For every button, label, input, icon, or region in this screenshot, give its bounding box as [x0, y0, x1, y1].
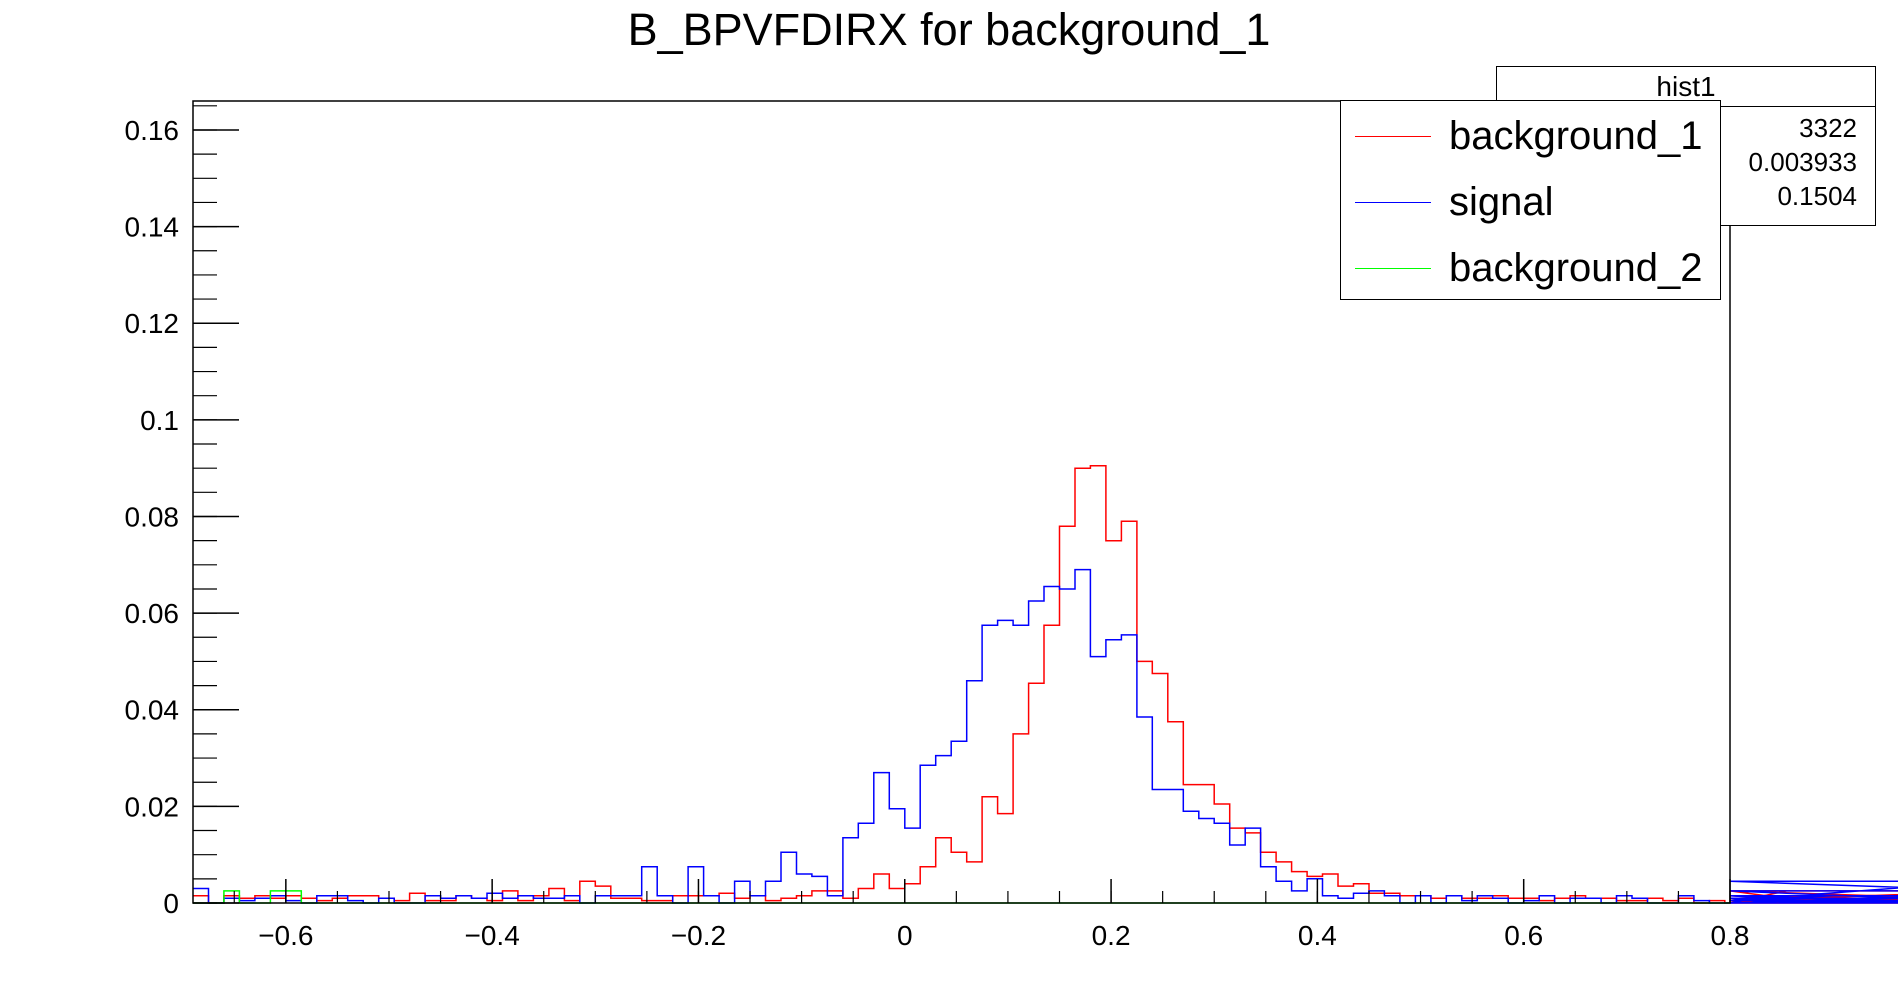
x-tick-label: 0.2 — [1092, 920, 1131, 951]
y-tick-label: 0.02 — [125, 791, 180, 822]
y-tick-label: 0.1 — [140, 405, 179, 436]
legend-entry-signal: signal — [1353, 169, 1713, 235]
legend-entry-background-2: background_2 — [1353, 235, 1713, 301]
legend: background_1 signal background_2 — [1340, 100, 1721, 300]
x-tick-label: −0.6 — [258, 920, 313, 951]
legend-swatch-background-1 — [1355, 136, 1431, 137]
x-tick-label: 0.6 — [1504, 920, 1543, 951]
histogram-series-layer — [193, 465, 1898, 904]
stats-mean: 0.003933 — [1748, 147, 1857, 177]
legend-swatch-background-2 — [1355, 268, 1431, 269]
y-tick-label: 0.08 — [125, 501, 180, 532]
y-tick-label: 0 — [163, 888, 179, 919]
y-tick-label: 0.12 — [125, 308, 180, 339]
stats-entries: 3322 — [1799, 113, 1857, 143]
x-tick-label: 0.4 — [1298, 920, 1337, 951]
series-signal-line — [193, 568, 1898, 904]
legend-label-background-2: background_2 — [1449, 246, 1703, 290]
x-tick-label: −0.4 — [465, 920, 520, 951]
legend-label-background-1: background_1 — [1449, 114, 1703, 158]
y-tick-label: 0.16 — [125, 115, 180, 146]
series-background-1-line — [193, 465, 1898, 904]
x-tick-label: 0.8 — [1711, 920, 1750, 951]
legend-swatch-signal — [1355, 202, 1431, 203]
x-tick-label: 0 — [897, 920, 913, 951]
legend-label-signal: signal — [1449, 180, 1554, 224]
x-tick-label: −0.2 — [671, 920, 726, 951]
chart-title: B_BPVFDIRX for background_1 — [627, 4, 1271, 55]
y-tick-label: 0.04 — [125, 695, 180, 726]
y-tick-label: 0.14 — [125, 212, 180, 243]
legend-entry-background-1: background_1 — [1353, 103, 1713, 169]
plot-frame — [192, 100, 1731, 904]
y-tick-label: 0.06 — [125, 598, 180, 629]
axis-layer: 0 0.02 0.04 0.06 0.08 0.1 0.12 0.14 0.16 −0.6 −0.4… — [125, 105, 1750, 951]
stats-std-dev: 0.1504 — [1777, 181, 1857, 211]
